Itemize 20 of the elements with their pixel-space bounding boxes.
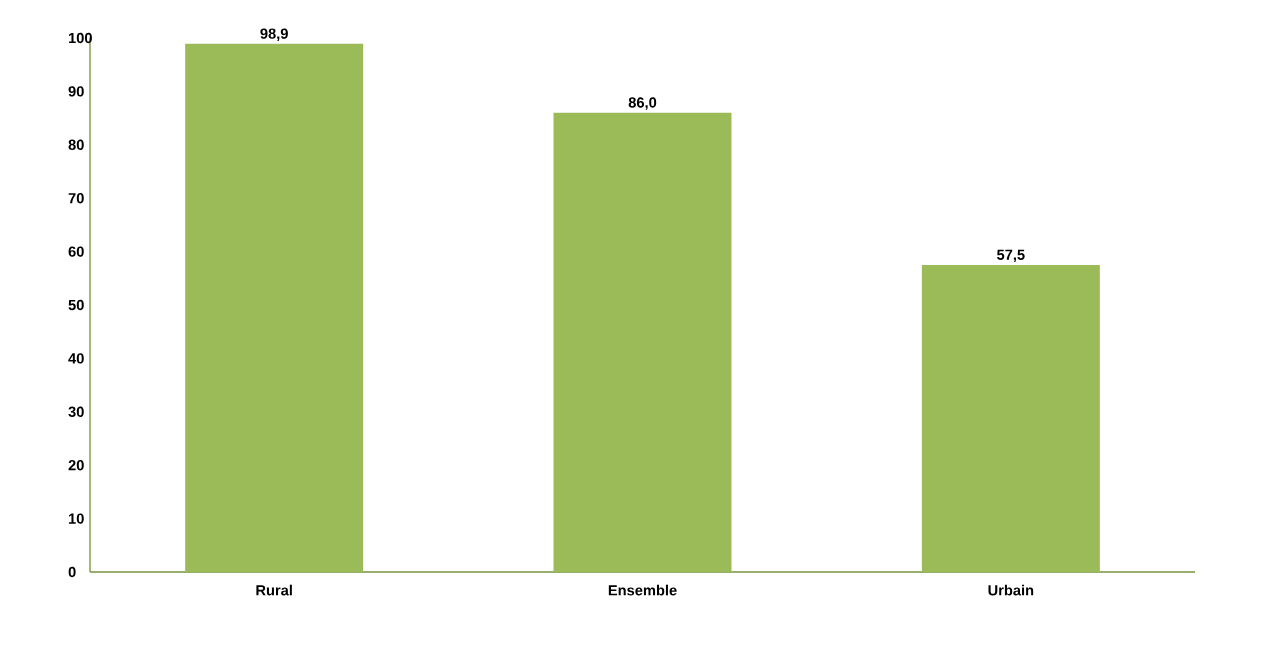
data-label: 98,9 [260, 28, 288, 41]
y-tick-label: 10 [68, 513, 84, 524]
y-tick-label: 90 [68, 86, 84, 97]
y-tick-label: 50 [68, 299, 84, 311]
y-tick-label: 30 [68, 406, 84, 417]
y-tick-label: 60 [68, 246, 84, 257]
x-tick-label: Urbain [988, 584, 1034, 596]
bar [185, 43, 364, 572]
y-tick-label: 0 [68, 566, 76, 578]
bar [921, 264, 1100, 572]
y-tick-label: 20 [68, 460, 84, 471]
y-tick-label: 100 [68, 32, 92, 44]
bar [553, 112, 732, 572]
x-tick-label: Ensemble [608, 584, 677, 596]
y-tick-label: 40 [68, 353, 84, 364]
y-tick-label: 80 [68, 139, 84, 150]
y-tick-label: 70 [68, 193, 84, 204]
data-label: 57,5 [997, 249, 1025, 263]
x-tick-label: Rural [256, 584, 292, 596]
data-label: 86,0 [628, 97, 657, 110]
